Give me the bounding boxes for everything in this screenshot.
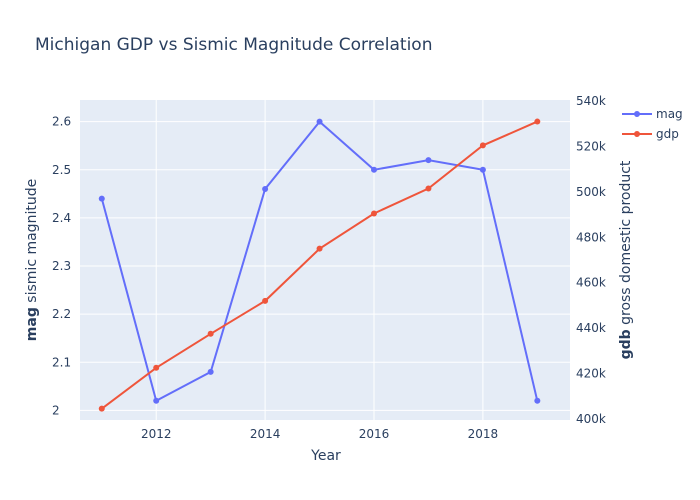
data-point-mag[interactable] (153, 397, 160, 404)
y2-axis-title: gdb gross domestic product (618, 160, 634, 359)
y-tick-label: 2.1 (52, 355, 71, 369)
y-tick-label: 2 (52, 403, 60, 417)
data-point-mag[interactable] (534, 397, 541, 404)
x-axis-title: Year (310, 448, 341, 464)
legend-label-mag: mag (656, 107, 683, 121)
y2-tick-label: 520k (576, 140, 606, 154)
data-point-gdp[interactable] (98, 405, 105, 412)
plot-background (80, 100, 570, 420)
data-point-mag[interactable] (479, 166, 486, 173)
data-point-gdp[interactable] (371, 210, 377, 217)
legend: mag gdp (622, 107, 683, 141)
chart-title: Michigan GDP vs Sismic Magnitude Correla… (35, 35, 432, 55)
data-point-mag[interactable] (207, 368, 214, 375)
data-point-mag[interactable] (98, 195, 105, 202)
y2-tick-label: 480k (576, 230, 606, 244)
data-point-mag[interactable] (316, 118, 323, 125)
x-tick-label: 2018 (468, 427, 499, 441)
y2-tick-label: 400k (576, 412, 606, 426)
legend-marker-gdp (634, 131, 640, 137)
y2-axis-title-rest: gross domestic product (618, 160, 634, 329)
legend-label-gdp: gdp (656, 127, 679, 141)
x-tick-label: 2016 (359, 427, 390, 441)
y-tick-label: 2.2 (52, 307, 71, 321)
grid (80, 100, 570, 420)
series-layer (98, 118, 541, 412)
y-tick-label: 2.6 (52, 115, 71, 129)
y-tick-label: 2.4 (52, 211, 71, 225)
legend-item-mag[interactable]: mag (622, 107, 683, 121)
y-tick-label: 2.3 (52, 259, 71, 273)
data-point-mag[interactable] (425, 157, 432, 164)
y-axis-title-bold: mag (24, 307, 40, 341)
ticks: 2012 2014 2016 2018 2 2.1 2.2 2.3 2.4 2.5 2.6 400k 4… (52, 94, 606, 441)
legend-marker-mag (634, 111, 640, 117)
y2-tick-label: 460k (576, 276, 606, 290)
data-point-gdp[interactable] (153, 364, 160, 371)
data-point-gdp[interactable] (534, 118, 541, 125)
y2-tick-label: 540k (576, 94, 606, 108)
y-axis-title-rest: sismic magnitude (24, 179, 40, 307)
y2-axis-title-bold: gdb (618, 329, 634, 359)
data-point-gdp[interactable] (207, 330, 214, 337)
data-point-gdp[interactable] (425, 185, 432, 192)
data-point-mag[interactable] (262, 186, 269, 193)
data-point-gdp[interactable] (479, 142, 486, 149)
data-point-mag[interactable] (371, 166, 377, 173)
legend-item-gdp[interactable]: gdp (622, 127, 679, 141)
x-tick-label: 2014 (250, 427, 281, 441)
x-tick-label: 2012 (141, 427, 172, 441)
y-tick-label: 2.5 (52, 163, 71, 177)
y2-tick-label: 440k (576, 321, 606, 335)
y2-tick-label: 500k (576, 185, 606, 199)
y2-tick-label: 420k (576, 366, 606, 380)
y-axis-title: mag sismic magnitude (24, 179, 40, 341)
data-point-gdp[interactable] (316, 245, 323, 252)
data-point-gdp[interactable] (262, 297, 269, 304)
